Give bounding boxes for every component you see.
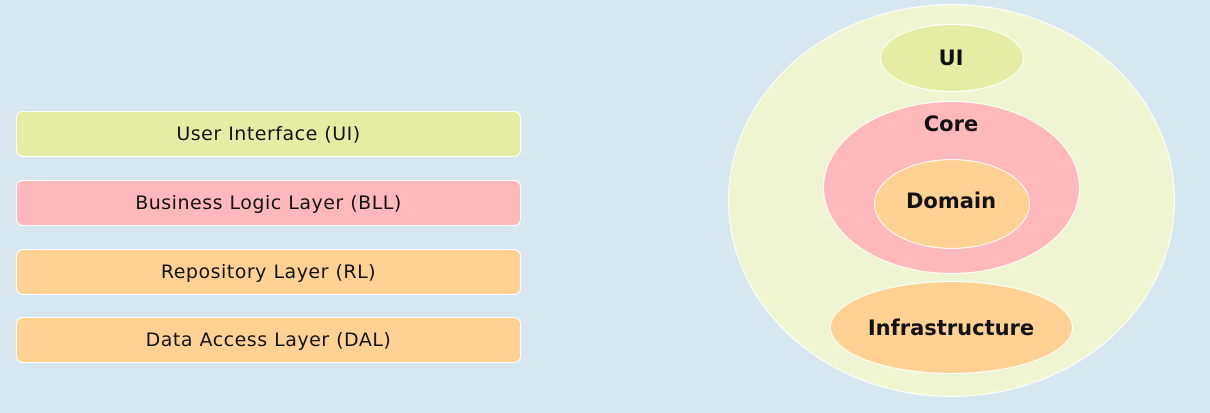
ui-ellipse bbox=[880, 24, 1024, 92]
layer-label-dal: Data Access Layer (DAL) bbox=[145, 329, 392, 351]
layer-box-rl: Repository Layer (RL) bbox=[16, 249, 521, 295]
layer-label-bll: Business Logic Layer (BLL) bbox=[135, 192, 402, 214]
infrastructure-label: Infrastructure bbox=[867, 316, 1035, 340]
layer-box-bll: Business Logic Layer (BLL) bbox=[16, 180, 521, 226]
layer-box-dal: Data Access Layer (DAL) bbox=[16, 317, 521, 363]
ui-label: UI bbox=[938, 46, 964, 70]
layer-label-rl: Repository Layer (RL) bbox=[160, 261, 377, 283]
layer-box-ui: User Interface (UI) bbox=[16, 111, 521, 157]
infrastructure-ellipse bbox=[830, 281, 1073, 374]
core-label: Core bbox=[923, 112, 979, 136]
layer-label-ui: User Interface (UI) bbox=[176, 123, 361, 145]
domain-ellipse bbox=[874, 159, 1030, 249]
domain-label: Domain bbox=[905, 189, 997, 213]
